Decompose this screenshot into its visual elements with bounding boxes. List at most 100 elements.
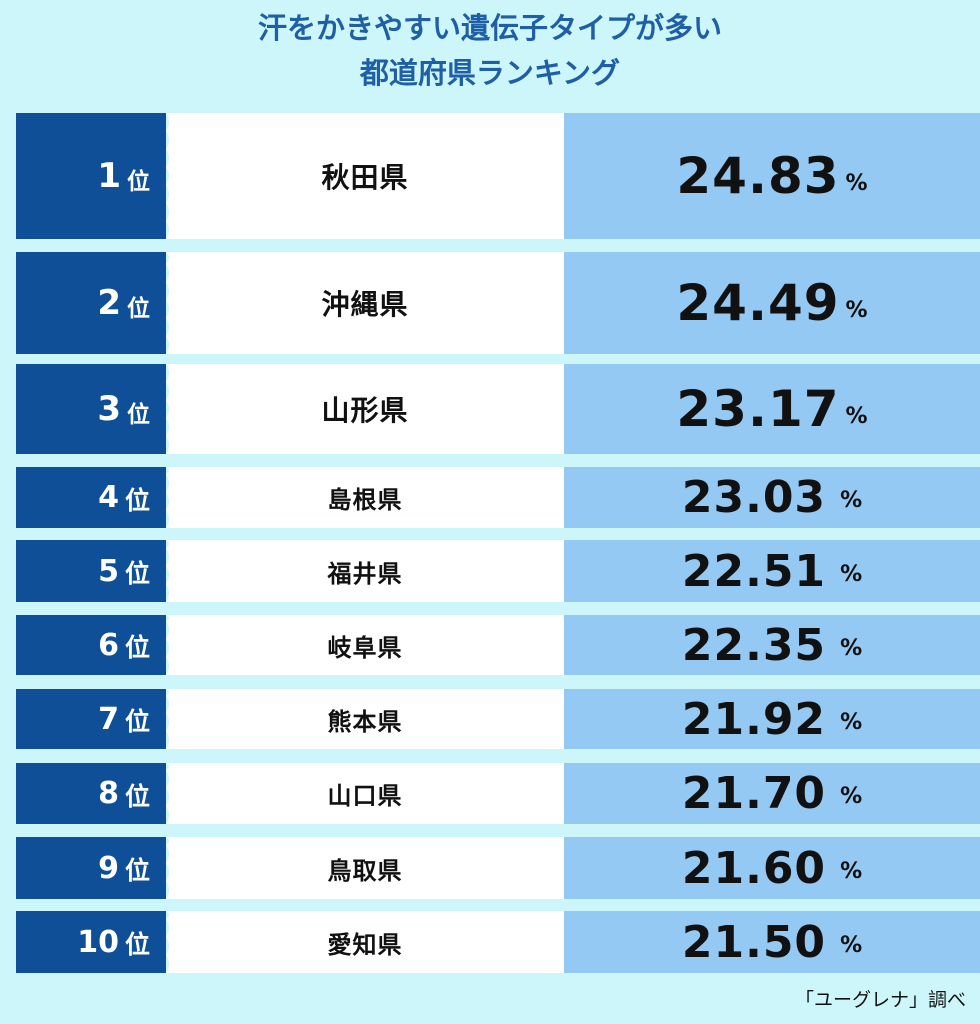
prefecture-cell-background xyxy=(166,689,567,749)
ranking-row: 1 位 秋田県 24.83 % xyxy=(16,113,980,239)
percentage-value: 22.35 xyxy=(681,619,827,671)
rank-number: 3 xyxy=(97,389,121,429)
rank-cell: 7 位 xyxy=(16,689,166,749)
rank-cell: 3 位 xyxy=(16,364,166,454)
rank-cell: 2 位 xyxy=(16,252,166,354)
ranking-row: 2 位 沖縄県 24.49 % xyxy=(16,252,980,354)
percent-unit: % xyxy=(840,932,863,958)
rank-unit: 位 xyxy=(124,633,150,662)
percent-unit: % xyxy=(840,709,863,735)
prefecture-cell: 福井県 xyxy=(156,540,574,602)
prefecture-cell: 熊本県 xyxy=(156,689,574,749)
rank-cell: 8 位 xyxy=(16,763,166,824)
value-cell: 21.70 % xyxy=(564,763,980,824)
ranking-row: 8 位 山口県 21.70 % xyxy=(16,763,980,824)
prefecture-cell-background xyxy=(166,615,567,675)
percent-unit: % xyxy=(845,170,868,196)
value-cell: 21.60 % xyxy=(564,837,980,899)
rank-number: 8 xyxy=(98,776,119,811)
percent-unit: % xyxy=(840,784,863,809)
percentage-value: 21.70 xyxy=(681,768,827,819)
source-note: 「ユーグレナ」調べ xyxy=(794,989,966,1011)
percentage-value: 24.49 xyxy=(676,274,840,332)
prefecture-name: 秋田県 xyxy=(321,161,409,194)
percent-unit: % xyxy=(840,561,863,587)
value-cell: 21.92 % xyxy=(564,689,980,749)
prefecture-cell: 島根県 xyxy=(156,467,574,528)
value-cell: 21.50 % xyxy=(564,911,980,973)
rank-unit: 位 xyxy=(127,296,150,322)
prefecture-cell: 岐阜県 xyxy=(156,615,574,675)
percent-unit: % xyxy=(845,297,868,323)
prefecture-cell-background xyxy=(166,467,567,528)
rank-unit: 位 xyxy=(124,856,150,885)
rank-number: 10 xyxy=(77,924,119,960)
rank-number: 6 xyxy=(98,627,119,663)
ranking-row: 10 位 愛知県 21.50 % xyxy=(16,911,980,973)
percent-unit: % xyxy=(840,635,863,661)
ranking-row: 5 位 福井県 22.51 % xyxy=(16,540,980,602)
value-cell: 24.83 % xyxy=(564,113,980,239)
prefecture-cell-background xyxy=(166,837,567,899)
prefecture-name: 山形県 xyxy=(321,394,409,427)
rank-number: 7 xyxy=(98,701,119,737)
percent-unit: % xyxy=(845,403,868,429)
prefecture-cell: 鳥取県 xyxy=(156,837,574,899)
value-cell: 23.17 % xyxy=(564,364,980,454)
percentage-value: 21.92 xyxy=(681,693,827,745)
rank-unit: 位 xyxy=(124,559,150,588)
prefecture-cell: 山口県 xyxy=(156,763,574,824)
rank-cell: 9 位 xyxy=(16,837,166,899)
percentage-value: 23.03 xyxy=(681,472,827,523)
prefecture-name: 熊本県 xyxy=(327,707,403,736)
rank-cell: 1 位 xyxy=(16,113,166,239)
rank-unit: 位 xyxy=(127,402,150,428)
prefecture-name: 福井県 xyxy=(327,559,403,588)
percentage-value: 21.50 xyxy=(681,916,827,968)
prefecture-name: 山口県 xyxy=(327,782,403,810)
value-cell: 22.35 % xyxy=(564,615,980,675)
ranking-row: 6 位 岐阜県 22.35 % xyxy=(16,615,980,675)
rank-unit: 位 xyxy=(124,930,150,959)
rank-number: 2 xyxy=(97,283,121,323)
ranking-row: 9 位 鳥取県 21.60 % xyxy=(16,837,980,899)
value-cell: 24.49 % xyxy=(564,252,980,354)
rank-unit: 位 xyxy=(124,485,150,515)
prefecture-cell: 愛知県 xyxy=(156,911,574,973)
percentage-value: 21.60 xyxy=(681,842,827,894)
prefecture-name: 島根県 xyxy=(327,486,403,514)
rank-number: 4 xyxy=(98,480,119,515)
prefecture-name: 岐阜県 xyxy=(327,633,403,662)
percent-unit: % xyxy=(840,858,863,884)
percentage-value: 23.17 xyxy=(676,380,840,438)
rank-cell: 5 位 xyxy=(16,540,166,602)
title-line-2: 都道府県ランキング xyxy=(359,56,621,90)
rank-unit: 位 xyxy=(127,169,150,195)
rank-unit: 位 xyxy=(124,707,150,736)
ranking-table: 1 位 秋田県 24.83 % 2 位 沖縄県 24.49 % xyxy=(16,113,980,975)
prefecture-name: 鳥取県 xyxy=(327,856,403,885)
percent-unit: % xyxy=(840,488,863,513)
prefecture-cell: 秋田県 xyxy=(156,113,574,239)
prefecture-name: 愛知県 xyxy=(327,930,403,959)
rank-number: 9 xyxy=(98,850,119,886)
prefecture-cell-background xyxy=(166,540,567,602)
rank-cell: 6 位 xyxy=(16,615,166,675)
prefecture-cell-background xyxy=(166,364,567,454)
ranking-row: 7 位 熊本県 21.92 % xyxy=(16,689,980,749)
percentage-value: 22.51 xyxy=(681,545,827,597)
prefecture-cell-background xyxy=(166,911,567,973)
rank-number: 1 xyxy=(97,156,121,196)
prefecture-cell-background xyxy=(166,252,567,354)
value-cell: 23.03 % xyxy=(564,467,980,528)
rank-cell: 10 位 xyxy=(16,911,166,973)
title-line-1: 汗をかきやすい遺伝子タイプが多い xyxy=(257,11,722,45)
prefecture-cell: 沖縄県 xyxy=(156,252,574,354)
prefecture-cell-background xyxy=(166,113,567,239)
rank-number: 5 xyxy=(98,553,119,589)
prefecture-cell-background xyxy=(166,763,567,824)
ranking-row: 3 位 山形県 23.17 % xyxy=(16,364,980,454)
ranking-row: 4 位 島根県 23.03 % xyxy=(16,467,980,528)
prefecture-name: 沖縄県 xyxy=(321,288,409,321)
value-cell: 22.51 % xyxy=(564,540,980,602)
